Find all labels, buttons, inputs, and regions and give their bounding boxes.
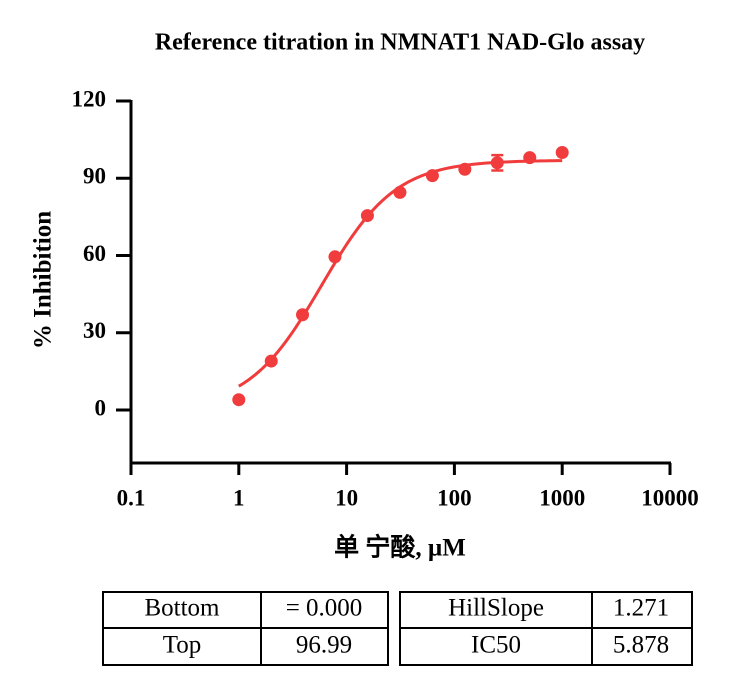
x-tick-label: 1 [233,485,245,510]
y-tick-label: 90 [83,164,106,189]
y-tick-label: 30 [83,318,106,343]
table-cell: HillSlope [448,595,544,622]
data-point [425,169,439,183]
data-point [360,209,374,223]
chart-title: Reference titration in NMNAT1 NAD-Glo as… [155,30,645,56]
x-tick-label: 100 [437,485,472,510]
data-point [264,354,278,368]
data-point [328,250,342,264]
x-tick-label: 1000 [539,485,585,510]
table-cell: IC50 [471,632,521,659]
x-axis-label: 单 宁酸, µM [334,533,466,562]
data-point [232,393,246,407]
y-axis-label: % Inhibition [30,211,57,349]
table-cell: Top [163,632,202,659]
data-point [393,185,407,199]
data-point [458,162,472,176]
x-tick-label: 10 [335,485,358,510]
table-cell: Bottom [144,595,220,622]
data-point [490,156,504,170]
x-tick-label: 0.1 [117,485,146,510]
y-tick-label: 60 [83,241,106,266]
table-cell: 96.99 [296,632,352,659]
y-tick-label: 120 [72,86,107,111]
y-tick-label: 0 [95,395,107,420]
table-cell: 1.271 [613,595,669,622]
table-cell: = 0.000 [286,595,363,622]
x-tick-label: 10000 [641,485,699,510]
data-point [296,308,310,322]
data-point [523,151,537,165]
table-cell: 5.878 [613,632,669,659]
data-point [555,146,569,159]
